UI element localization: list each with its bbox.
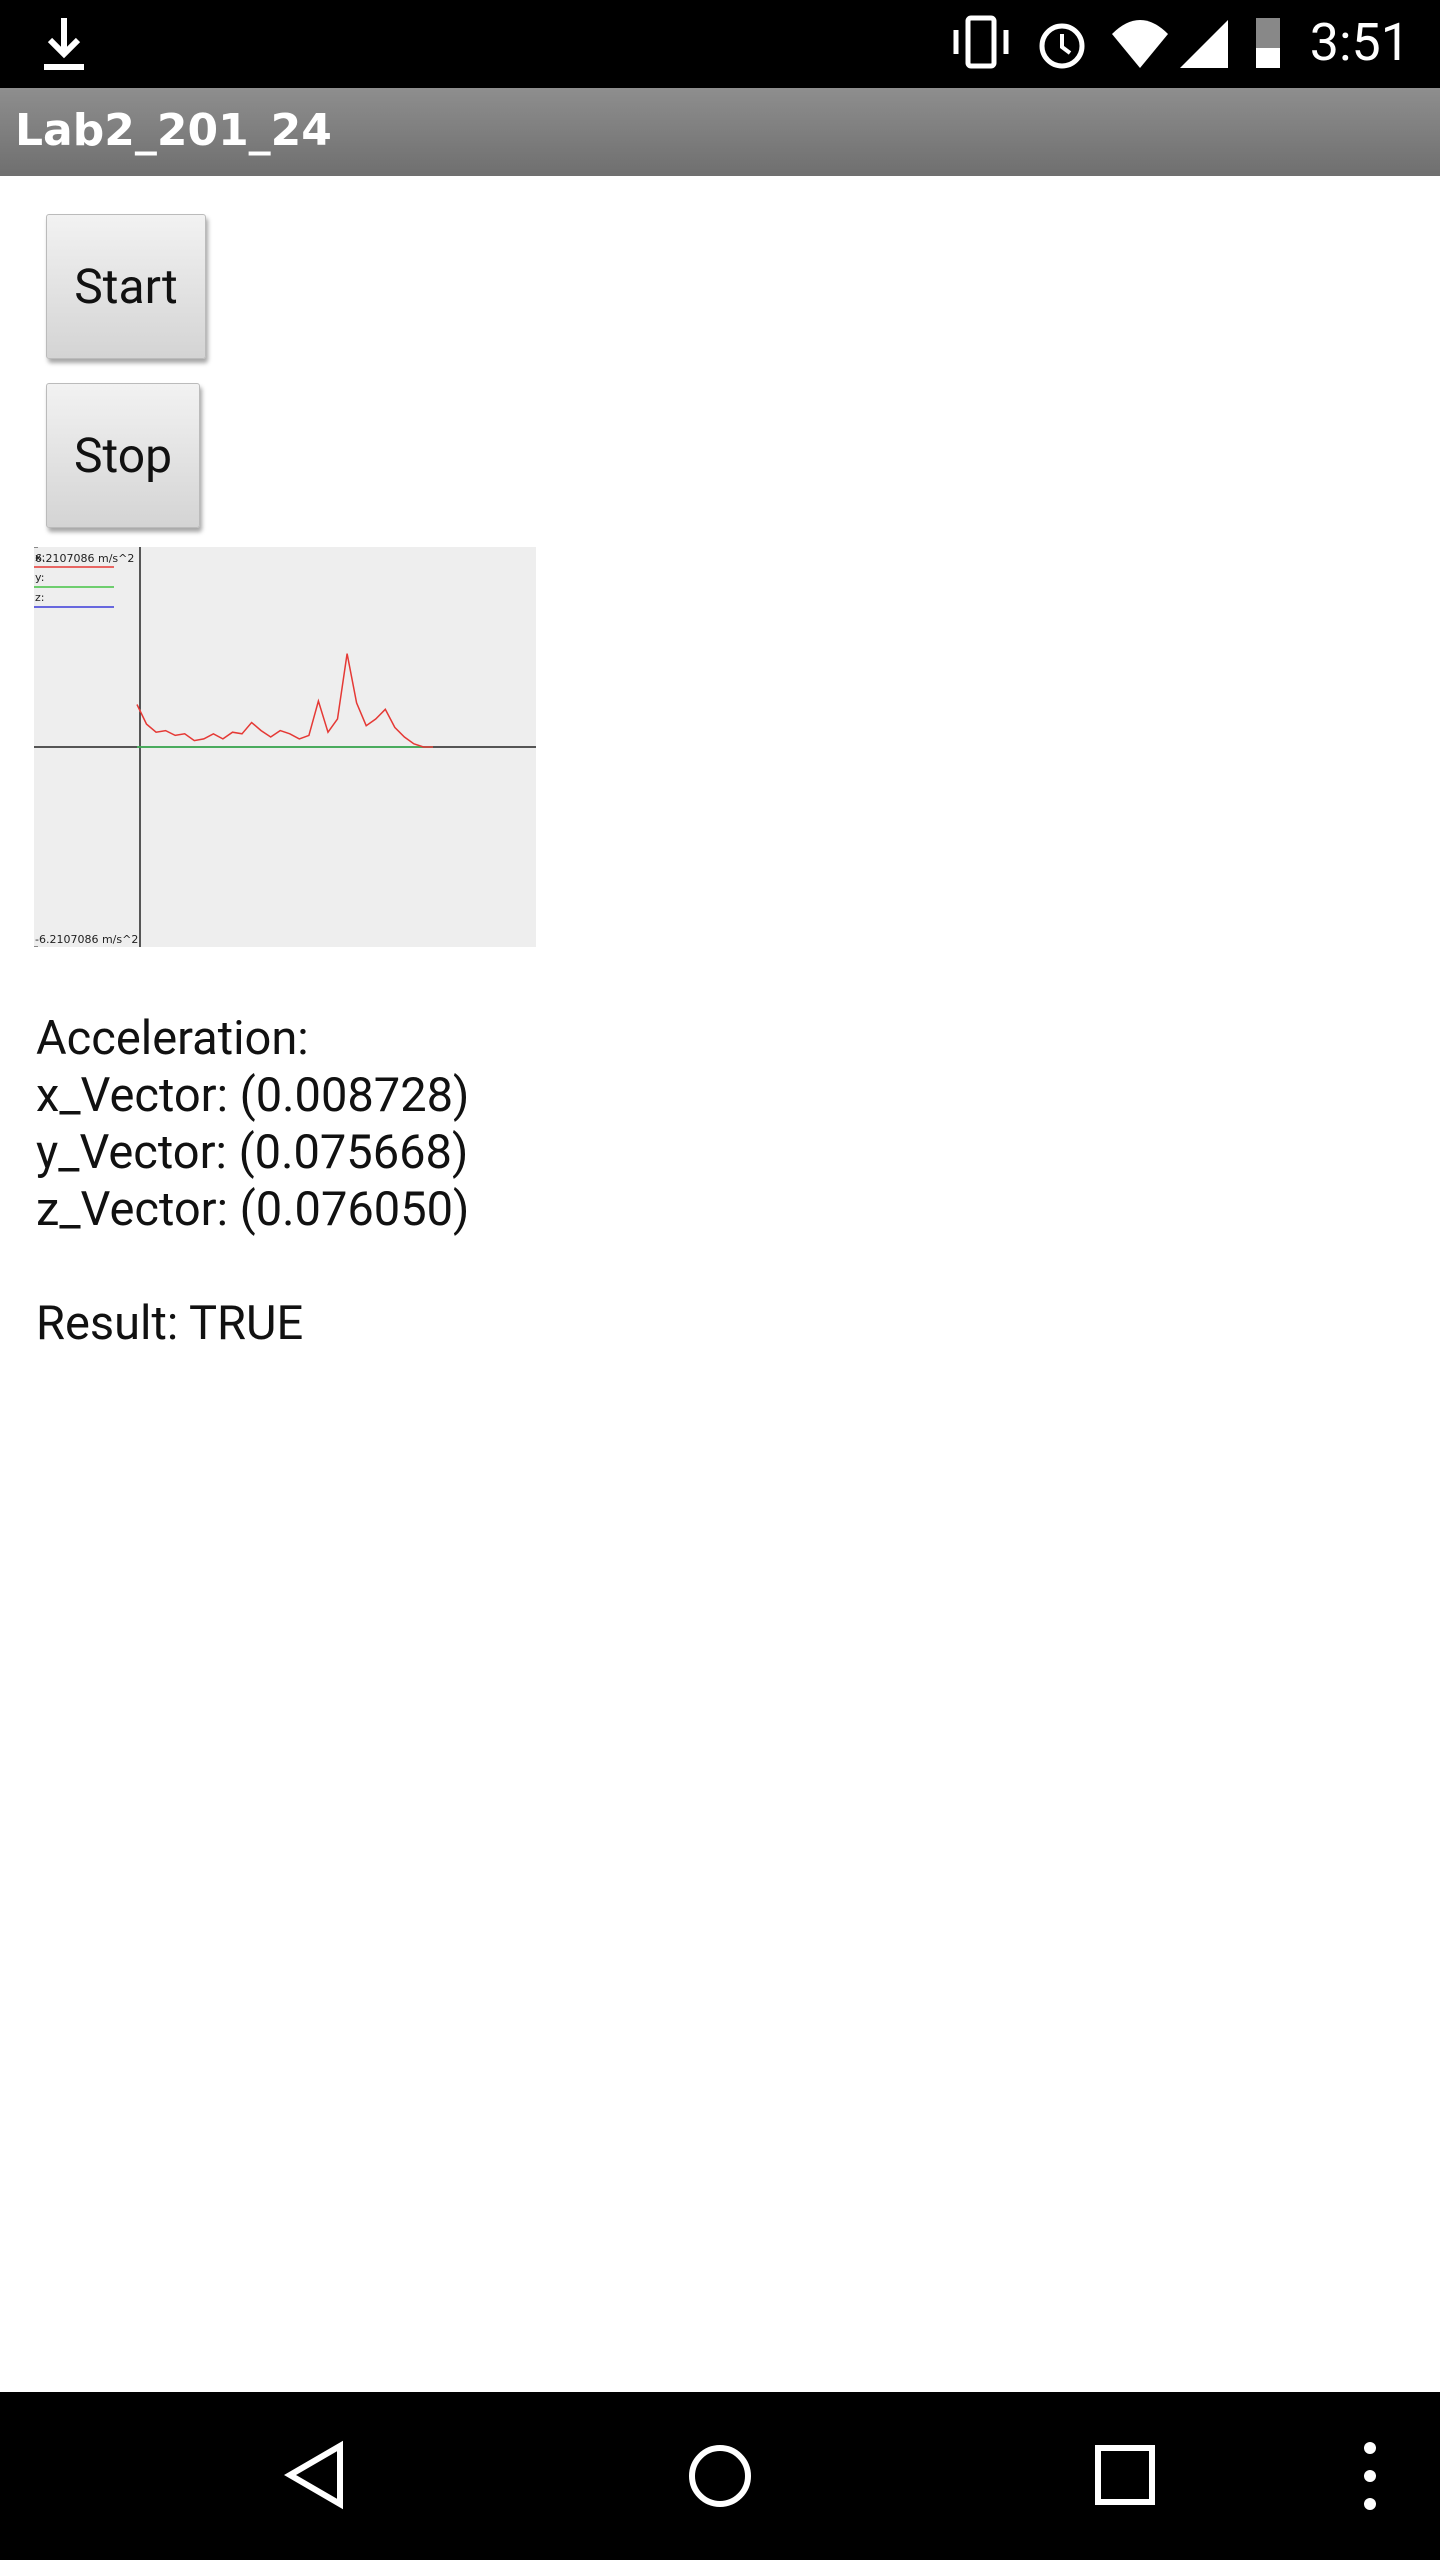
nav-bar [0, 2392, 1440, 2560]
readout-line: y_Vector: (0.075668) [36, 1125, 469, 1180]
menu-button[interactable] [1364, 2442, 1376, 2510]
accel-graph: 6.2107086 m/s^2 -6.2107086 m/s^2 x: y: z: [34, 547, 536, 947]
result: Result: TRUE [36, 1296, 304, 1351]
readout-line: z_Vector: (0.076050) [36, 1182, 470, 1237]
status-icons [44, 15, 1280, 70]
y-tick-label: 6.2107086 m/s^2 [35, 552, 134, 565]
y-tick-label: -6.2107086 m/s^2 [35, 933, 138, 946]
readout-heading: Acceleration: [36, 1011, 309, 1066]
clock: 3:51 [1309, 12, 1410, 73]
recents-button[interactable] [1095, 2445, 1155, 2505]
home-button[interactable] [689, 2445, 751, 2507]
app-title: Lab2_201_24 [15, 105, 332, 156]
readout: Acceleration: x_Vector: (0.008728) y_Vec… [36, 1010, 469, 1352]
app-bar: Lab2_201_24 [0, 88, 1440, 176]
legend-label: x: [35, 551, 45, 564]
start-button[interactable]: Start [46, 214, 206, 359]
status-bar: 3:51 [0, 0, 1440, 88]
legend-label: z: [35, 591, 44, 604]
series-line [136, 653, 433, 748]
readout-line: x_Vector: (0.008728) [36, 1068, 470, 1123]
nav-icons [284, 2440, 1376, 2510]
stop-button[interactable]: Stop [46, 383, 200, 528]
legend-label: y: [35, 571, 44, 584]
back-button[interactable] [284, 2440, 343, 2510]
